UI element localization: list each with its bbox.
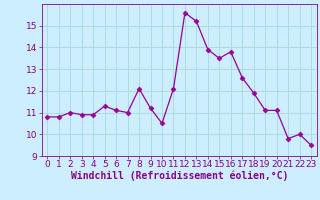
X-axis label: Windchill (Refroidissement éolien,°C): Windchill (Refroidissement éolien,°C)	[70, 171, 288, 181]
